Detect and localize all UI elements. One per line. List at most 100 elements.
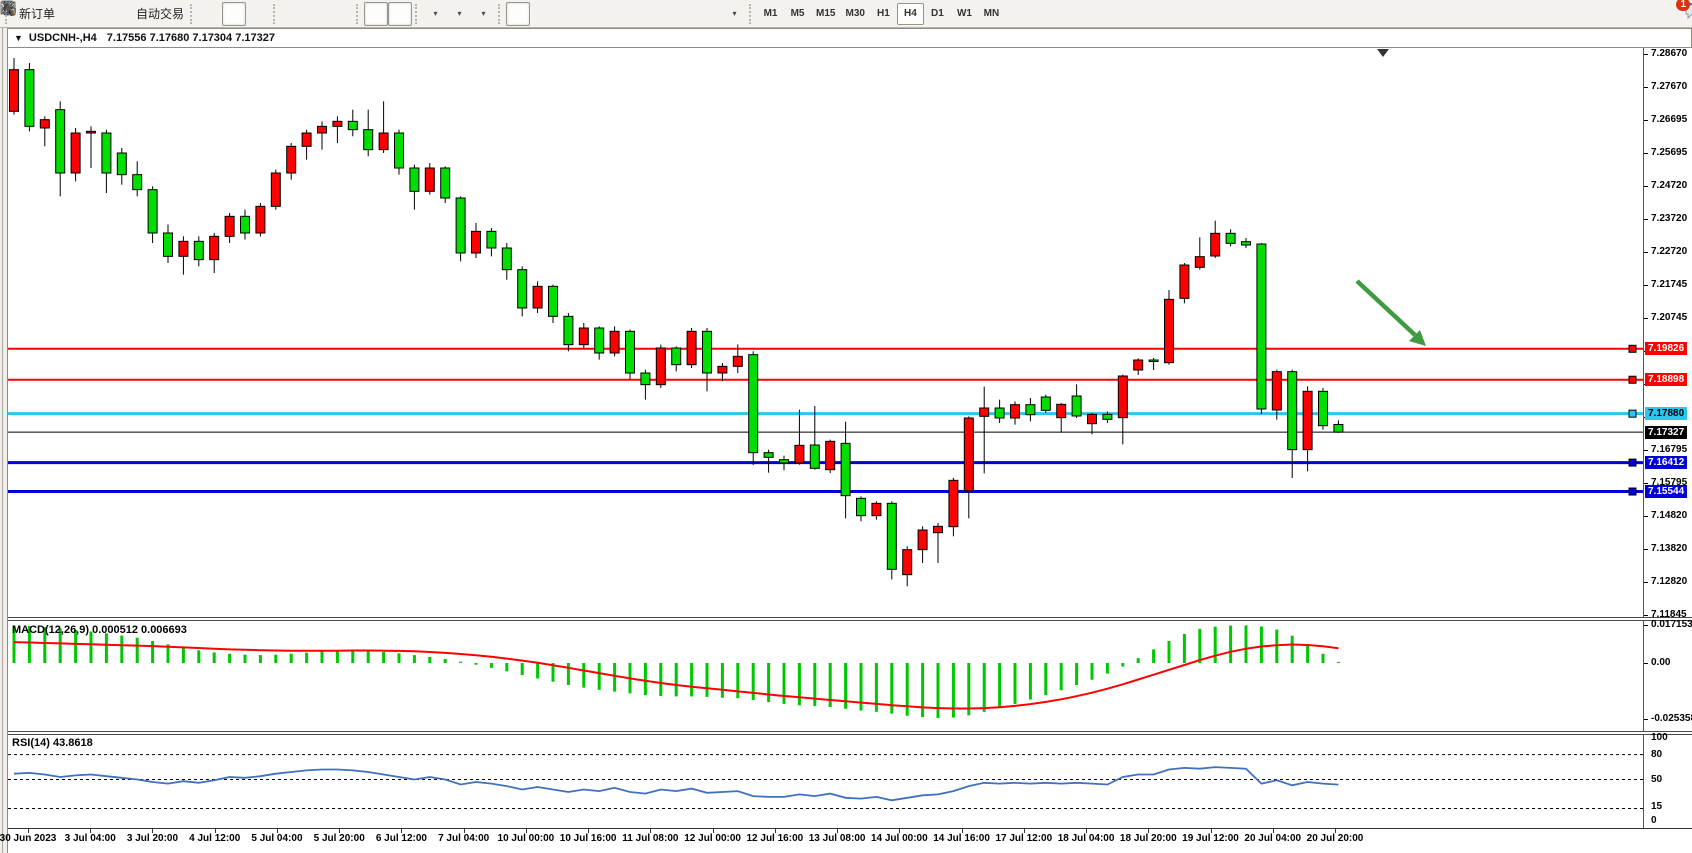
auto-scroll-button[interactable]: [1, 1, 389, 26]
time-axis-label: 11 Jul 08:00: [622, 833, 679, 844]
candlestick-chart-button[interactable]: [2, 1, 247, 26]
indicators-button[interactable]: ▾: [0, 1, 447, 26]
candle-body: [1333, 423, 1344, 433]
macd-axis-label: -0.025358: [1651, 712, 1692, 724]
candle-body: [147, 189, 158, 234]
text-label-icon: T: [1, 2, 15, 15]
candle-body: [548, 285, 558, 317]
axis-tick: [1644, 87, 1648, 89]
candle-body: [1133, 359, 1144, 371]
timeframe-button-M1[interactable]: M1: [763, 8, 778, 19]
chart-title-bar[interactable]: ▼ USDCNH-,H4 7.17556 7.17680 7.17304 7.1…: [8, 28, 1692, 48]
price-level-badge[interactable]: 7.19826: [1645, 342, 1688, 356]
timeframe-button-H1[interactable]: H1: [877, 8, 890, 19]
candle-body: [70, 132, 81, 174]
axis-tick: [1644, 153, 1648, 155]
vertical-line-button[interactable]: [7, 2, 578, 26]
axis-tick: [1644, 119, 1648, 121]
panel-separator[interactable]: [8, 617, 1692, 621]
quotes-button[interactable]: [0, 1, 82, 26]
candle-body: [1056, 403, 1067, 419]
candle-body: [24, 69, 35, 127]
trendline-button[interactable]: [1, 1, 626, 26]
candle-body: [9, 69, 19, 112]
periods-button[interactable]: ▾: [0, 0, 471, 26]
candle-body: [378, 132, 389, 151]
channel-button[interactable]: E: [0, 1, 650, 26]
zoom-out-button[interactable]: [1, 1, 329, 26]
price-axis-label: 7.12820: [1651, 576, 1688, 588]
chevron-down-icon: ▾: [457, 9, 462, 18]
macd-axis-line[interactable]: [1643, 621, 1644, 731]
timeframe-button-W1[interactable]: W1: [956, 8, 972, 19]
auto-trading-label: 自动交易: [136, 7, 185, 21]
chevron-down-icon: ▾: [732, 9, 737, 18]
time-tick: [401, 829, 403, 833]
rsi-axis-line[interactable]: [1643, 735, 1644, 828]
text-button[interactable]: A: [4, 2, 698, 26]
zoom-in-button[interactable]: [1, 1, 305, 26]
line-chart-button[interactable]: [1, 2, 270, 26]
fibonacci-button[interactable]: F: [2, 2, 674, 26]
text-label-button[interactable]: T: [1, 2, 722, 26]
timeframe-button-D1[interactable]: D1: [931, 8, 944, 19]
rsi-indicator-panel[interactable]: RSI(14) 43.8618 100 80 50 15 0: [8, 732, 1692, 828]
time-tick: [588, 829, 590, 833]
panel-separator[interactable]: [8, 731, 1692, 735]
candle-body: [55, 109, 66, 174]
time-axis-label: 3 Jul 04:00: [64, 833, 116, 844]
candle-body: [840, 442, 851, 497]
candle-body: [1287, 371, 1298, 451]
time-tick: [1023, 829, 1025, 833]
timeframe-button-MN[interactable]: MN: [983, 8, 1000, 19]
chart-symbol-title: USDCNH-,H4: [28, 32, 97, 44]
rsi-label: RSI(14) 43.8618: [12, 737, 93, 749]
timeframe-button-M5[interactable]: M5: [790, 8, 805, 19]
time-axis-label: 18 Jul 04:00: [1057, 833, 1115, 844]
price-axis-label: 7.16795: [1651, 443, 1688, 455]
auto-trading-button[interactable]: 自动交易: [1, 1, 187, 26]
chart-shift-marker: [1377, 49, 1389, 57]
macd-indicator-panel[interactable]: MACD(12,26,9) 0.000512 0.006693 0.017153 0…: [8, 619, 1692, 731]
candle-body: [979, 407, 990, 417]
notification-count-badge: 1: [1676, 0, 1690, 11]
price-level-badge[interactable]: 7.16412: [1645, 456, 1688, 470]
cursor-button[interactable]: [4, 1, 531, 26]
bar-chart-button[interactable]: [1, 2, 222, 26]
candle-body: [825, 440, 836, 471]
market-watch-button[interactable]: [0, 1, 106, 26]
crosshair-button[interactable]: [2, 2, 554, 26]
arrows-button[interactable]: ▾: [2, 2, 746, 26]
timeframe-button-M15[interactable]: M15: [816, 8, 836, 19]
toolbar-grip: [749, 3, 754, 24]
main-price-chart[interactable]: 7.28670 7.27670 7.26695 7.25695 7.24720 7.237…: [8, 48, 1692, 620]
price-level-badge[interactable]: 7.17880: [1645, 407, 1688, 421]
horizontal-line-button[interactable]: [2, 2, 602, 26]
text-icon: A: [4, 2, 12, 16]
candle-body: [1071, 395, 1082, 417]
price-axis-line[interactable]: [1643, 48, 1644, 617]
chart-shift-button[interactable]: [1, 1, 413, 26]
price-level-badge[interactable]: 7.15544: [1645, 485, 1688, 499]
rsi-canvas: [8, 754, 1643, 810]
chart-dropdown-icon[interactable]: ▼: [14, 33, 23, 43]
axis-tick: [1644, 284, 1648, 286]
candle-body: [1102, 413, 1113, 420]
price-level-badge[interactable]: 7.18898: [1645, 373, 1688, 387]
tile-windows-button[interactable]: [1, 2, 353, 26]
axis-tick: [1644, 614, 1648, 616]
timeframe-button-H4[interactable]: H4: [896, 2, 924, 25]
templates-button[interactable]: ▾: [0, 1, 495, 26]
price-level-badge[interactable]: 7.17327: [1645, 425, 1688, 439]
timeframe-button-M30[interactable]: M30: [845, 8, 865, 19]
svg-text:A: A: [4, 2, 12, 16]
new-order-button[interactable]: 新订单: [1, 0, 58, 26]
candle-body: [886, 502, 897, 570]
rsi-axis-label: 100: [1651, 732, 1668, 743]
candle-body: [563, 315, 574, 346]
candle-body: [917, 529, 928, 551]
signals-button[interactable]: [0, 2, 130, 26]
time-axis[interactable]: 30 Jun 2023 3 Jul 04:00 3 Jul 20:00 4 Jul 1…: [0, 828, 1692, 853]
chart-ohlc-readout: 7.17556 7.17680 7.17304 7.17327: [106, 32, 275, 44]
line-handle: [1628, 344, 1637, 353]
